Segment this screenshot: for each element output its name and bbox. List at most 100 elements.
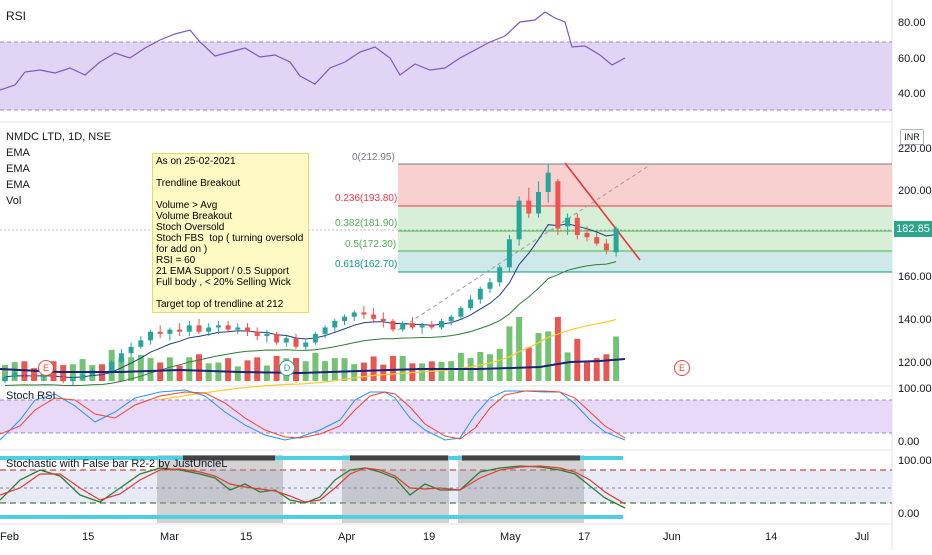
- stoch-k-line: [0, 465, 626, 509]
- volume-bar: [351, 364, 358, 381]
- indicator-ema-1[interactable]: EMA: [6, 147, 30, 159]
- candle-body: [196, 325, 202, 332]
- candle-body: [390, 321, 396, 330]
- volume-bar: [60, 365, 67, 381]
- volume-bar: [331, 358, 338, 381]
- volume-bar: [603, 354, 610, 381]
- volume-bar: [166, 357, 173, 381]
- candle-body: [371, 314, 377, 319]
- volume-bar: [564, 352, 571, 381]
- ema-fast: [4, 223, 617, 379]
- volume-bar: [593, 358, 600, 381]
- candle-body: [138, 340, 144, 347]
- indicator-ema-3[interactable]: EMA: [6, 179, 30, 191]
- fib-label-0: 0(212.95): [352, 152, 395, 163]
- fib-label-5: 0.5(172.30): [345, 239, 397, 250]
- note-line: Stoch FBS top ( turning oversold: [156, 233, 304, 244]
- candle-body: [429, 325, 435, 328]
- indicator-ema-2[interactable]: EMA: [6, 163, 30, 175]
- time-tick: 14: [765, 531, 778, 543]
- volume-bar: [448, 361, 455, 381]
- candle-body: [2, 376, 8, 382]
- stochastic-title[interactable]: Stochastic with False bar R2-2 by JustUn…: [6, 458, 228, 470]
- fib-zone-5-618: [398, 251, 892, 272]
- note-line: [156, 167, 305, 178]
- volume-bar: [273, 355, 280, 381]
- volume-bar: [399, 356, 406, 381]
- candle-body: [186, 325, 192, 332]
- candle-body: [584, 232, 590, 238]
- volume-bar: [554, 317, 561, 381]
- time-tick: Mar: [160, 531, 179, 543]
- last-price-tag: 182.85: [894, 221, 932, 237]
- volume-bar: [496, 348, 503, 381]
- time-tick: Apr: [338, 531, 356, 543]
- volume-bar: [457, 352, 464, 381]
- ema-line: [4, 223, 617, 379]
- price-tick: 100.00: [898, 383, 932, 395]
- volume-bar: [293, 358, 299, 381]
- rsi-band: [0, 42, 892, 110]
- note-line: Target top of trendline at 212: [156, 299, 284, 310]
- stoch-rsi-tick: 0.00: [898, 436, 920, 448]
- volume-bar: [535, 333, 542, 381]
- note-line: Volume > Avg: [156, 200, 218, 211]
- note-line: for add on ): [156, 244, 208, 255]
- analysis-note[interactable]: As on 25-02-2021 Trendline Breakout Volu…: [152, 153, 309, 313]
- time-tick: 17: [578, 531, 591, 543]
- candle-body: [565, 217, 571, 227]
- dividend-event-icon[interactable]: D: [279, 360, 295, 376]
- rsi-line: [0, 11, 626, 91]
- time-tick: 19: [423, 531, 436, 543]
- candle-body: [51, 374, 56, 377]
- candle-body: [380, 318, 386, 321]
- time-tick: Feb: [0, 531, 19, 543]
- red-trendline: [564, 162, 641, 261]
- candle-body: [80, 374, 86, 380]
- currency-badge[interactable]: INR: [900, 129, 924, 145]
- volume-bar: [584, 362, 590, 381]
- volume-bar: [477, 351, 484, 381]
- candle-body: [536, 192, 541, 214]
- candle-body: [516, 200, 522, 240]
- note-line: Volume Breakout: [156, 211, 233, 222]
- price-tick: 160.00: [898, 271, 932, 283]
- candle-body: [157, 331, 163, 334]
- candle-body: [603, 243, 609, 251]
- indicator-vol[interactable]: Vol: [6, 195, 22, 207]
- ema-line: [4, 318, 617, 408]
- volume-bar: [137, 355, 144, 381]
- candle-body: [497, 267, 503, 283]
- volume-bar: [205, 363, 212, 381]
- stoch-rsi-d: [0, 390, 626, 440]
- candle-body: [487, 282, 493, 289]
- volume-bar: [225, 358, 232, 381]
- fib-label-236: 0.236(193.80): [335, 193, 398, 204]
- note-line: 21 EMA Support / 0.5 Support: [156, 266, 289, 277]
- stoch-fbs-zone: [458, 455, 584, 523]
- candle-body: [506, 239, 512, 268]
- candle-body: [448, 316, 454, 321]
- earnings-event-icon[interactable]: E: [674, 360, 690, 376]
- candle-body: [342, 316, 347, 321]
- stoch-rsi-title[interactable]: Stoch RSI: [6, 390, 56, 402]
- symbol-title[interactable]: NMDC LTD, 1D, NSE: [6, 131, 111, 143]
- candle-body: [264, 333, 270, 337]
- candle-body: [12, 372, 18, 377]
- candle-body: [167, 329, 173, 334]
- volume-bar: [79, 359, 86, 381]
- fib-label-382: 0.382(181.90): [335, 218, 398, 229]
- fib-trend-line: [397, 164, 651, 331]
- volume-bar: [2, 365, 8, 381]
- candle-body: [409, 323, 415, 328]
- earnings-event-icon[interactable]: E: [38, 360, 54, 376]
- volume-bar: [322, 361, 329, 381]
- candle-body: [274, 333, 280, 343]
- candle-body: [594, 237, 600, 244]
- volume-bar: [147, 358, 154, 381]
- volume-bar: [128, 357, 135, 381]
- candle-body: [361, 312, 367, 315]
- volume-bar: [545, 331, 552, 381]
